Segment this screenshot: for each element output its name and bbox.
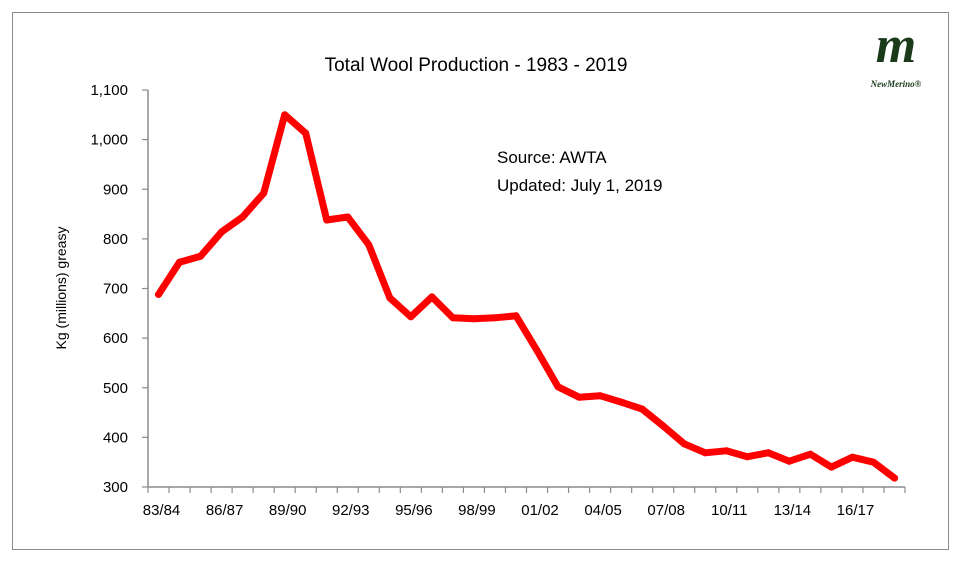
data-point (449, 314, 457, 322)
data-point (533, 347, 541, 355)
newmerino-logo: m NewMerino® (856, 16, 936, 90)
data-point (890, 474, 898, 482)
y-tick-label: 300 (103, 479, 128, 496)
data-point (617, 398, 625, 406)
y-tick-label: 900 (103, 181, 128, 198)
data-point (239, 213, 247, 221)
data-point (743, 453, 751, 461)
data-point (722, 447, 730, 455)
x-tick-label: 83/84 (143, 502, 181, 519)
data-point (491, 314, 499, 322)
y-tick-label: 800 (103, 231, 128, 248)
y-tick-label: 1,000 (90, 132, 128, 149)
x-tick-label: 07/08 (647, 502, 685, 519)
x-tick-label: 10/11 (711, 502, 747, 519)
data-point (386, 294, 394, 302)
data-point (197, 252, 205, 260)
data-point (827, 463, 835, 471)
y-tick-label: 600 (103, 330, 128, 347)
y-axis-label: Kg (millions) greasy (53, 227, 69, 350)
data-point (323, 216, 331, 224)
data-point (512, 312, 520, 320)
x-tick-label: 13/14 (774, 502, 812, 519)
x-tick-label: 86/87 (206, 502, 244, 519)
series-line (155, 111, 898, 482)
data-point (764, 449, 772, 457)
data-point (428, 293, 436, 301)
data-point (470, 315, 478, 323)
data-point (260, 189, 268, 197)
data-point (302, 129, 310, 137)
data-point (680, 440, 688, 448)
data-point (554, 383, 562, 391)
data-point (344, 213, 352, 221)
data-point (575, 393, 583, 401)
x-tick-label: 98/99 (458, 502, 496, 519)
data-point (407, 313, 415, 321)
x-tick-label: 04/05 (584, 502, 622, 519)
data-point (701, 449, 709, 457)
x-tick-label: 92/93 (332, 502, 370, 519)
data-point (785, 457, 793, 465)
y-tick-label: 400 (103, 429, 128, 446)
x-tick-label: 01/02 (521, 502, 559, 519)
x-tick-label: 89/90 (269, 502, 307, 519)
y-tick-label: 500 (103, 380, 128, 397)
logo-name: NewMerino® (870, 79, 922, 89)
data-point (155, 290, 163, 298)
updated-annotation: Updated: July 1, 2019 (497, 176, 662, 195)
data-point (848, 453, 856, 461)
data-point (806, 450, 814, 458)
data-point (365, 241, 373, 249)
data-point (596, 392, 604, 400)
data-point (218, 228, 226, 236)
y-tick-label: 700 (103, 281, 128, 298)
data-point (176, 258, 184, 266)
data-point (638, 405, 646, 413)
data-point (869, 458, 877, 466)
x-tick-label: 16/17 (837, 502, 875, 519)
logo-mark: m (875, 17, 917, 74)
x-tick-label: 95/96 (395, 502, 433, 519)
chart-title: Total Wool Production - 1983 - 2019 (325, 55, 628, 76)
source-annotation: Source: AWTA (497, 148, 607, 167)
data-point (281, 111, 289, 119)
data-point (659, 422, 667, 430)
y-tick-label: 1,100 (90, 82, 128, 99)
